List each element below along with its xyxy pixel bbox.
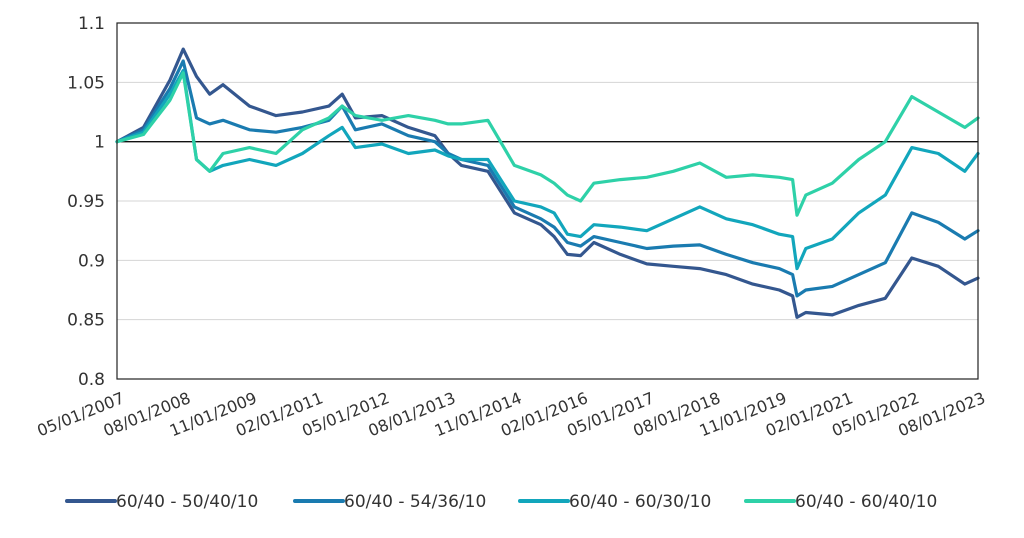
y-tick-label: 1 xyxy=(94,133,105,153)
series-line-4 xyxy=(115,71,980,217)
y-tick-label: 0.85 xyxy=(67,311,105,331)
y-tick-label: 1.05 xyxy=(67,73,105,93)
legend-label-2: 60/40 - 54/36/10 xyxy=(344,492,486,512)
y-tick-label: 0.8 xyxy=(78,370,105,390)
series-lines xyxy=(115,47,980,319)
legend-label-1: 60/40 - 50/40/10 xyxy=(116,492,258,512)
y-axis-ticks: 0.8 0.85 0.9 0.95 1 1.05 1.1 xyxy=(67,14,105,390)
plot-area-frame xyxy=(116,22,979,380)
y-tick-label: 1.1 xyxy=(78,14,105,34)
legend: 60/40 - 50/40/10 60/40 - 54/36/10 60/40 - … xyxy=(65,492,937,512)
legend-label-4: 60/40 - 60/40/10 xyxy=(795,492,937,512)
y-tick-label: 0.95 xyxy=(67,192,105,212)
x-axis-ticks: 05/01/200708/01/200811/01/200902/01/2011… xyxy=(34,388,988,440)
y-tick-label: 0.9 xyxy=(78,251,105,271)
gridlines xyxy=(117,22,978,380)
series-line-1 xyxy=(115,47,980,319)
legend-label-3: 60/40 - 60/30/10 xyxy=(569,492,711,512)
series-line-2 xyxy=(115,59,980,298)
series-line-3 xyxy=(115,68,980,271)
